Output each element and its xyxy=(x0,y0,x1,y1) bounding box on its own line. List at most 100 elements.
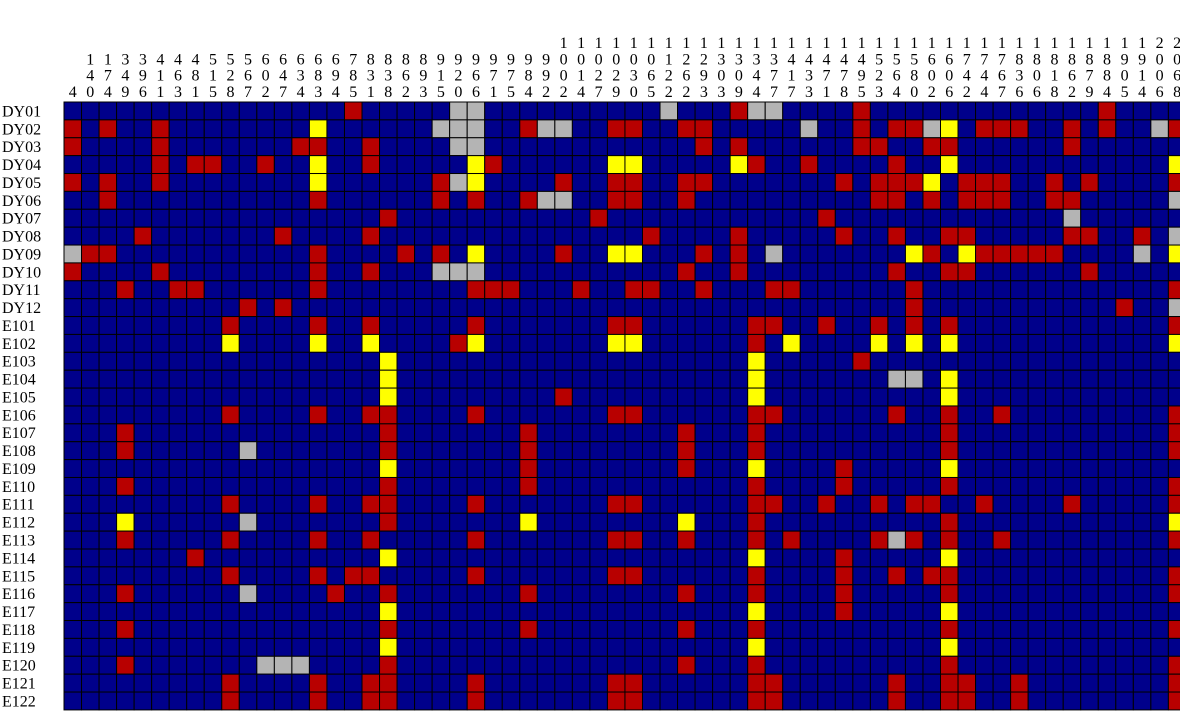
heatmap-cell xyxy=(519,459,538,478)
heatmap-cell xyxy=(589,655,608,675)
heatmap-cell xyxy=(484,316,503,335)
heatmap-cell xyxy=(343,101,363,121)
heatmap-cell xyxy=(466,208,486,228)
heatmap-cell xyxy=(256,566,275,586)
heatmap-cell xyxy=(449,280,468,300)
heatmap-cell xyxy=(1150,512,1169,532)
heatmap-cell xyxy=(1010,602,1029,622)
heatmap-cell xyxy=(817,333,836,353)
heatmap-cell xyxy=(361,405,381,425)
heatmap-cell xyxy=(869,655,889,675)
heatmap-cell xyxy=(677,548,696,568)
heatmap-cell xyxy=(641,208,661,228)
heatmap-cell xyxy=(326,316,345,335)
heatmap-cell xyxy=(221,119,240,139)
heatmap-cell xyxy=(1027,369,1047,389)
heatmap-cell xyxy=(466,173,486,192)
heatmap-cell xyxy=(1097,566,1117,586)
heatmap-cell xyxy=(1097,155,1117,175)
heatmap-cell xyxy=(869,566,889,586)
heatmap-cell xyxy=(343,441,363,461)
heatmap-cell xyxy=(414,119,433,139)
heatmap-cell xyxy=(1045,512,1064,532)
heatmap-cell xyxy=(1027,673,1047,693)
heatmap-cell xyxy=(449,369,468,389)
heatmap-cell xyxy=(940,405,959,425)
heatmap-cell xyxy=(291,423,310,443)
heatmap-cell xyxy=(168,423,188,443)
heatmap-cell xyxy=(975,387,994,407)
heatmap-cell xyxy=(1080,244,1099,264)
heatmap-cell xyxy=(449,298,468,318)
heatmap-cell xyxy=(1062,512,1082,532)
heatmap-cell xyxy=(1115,298,1134,318)
heatmap-cell xyxy=(729,673,749,693)
heatmap-cell xyxy=(659,459,679,478)
heatmap-cell xyxy=(379,137,398,157)
heatmap-cell xyxy=(1010,298,1029,318)
heatmap-cell xyxy=(1062,316,1082,335)
heatmap-cell xyxy=(869,119,889,139)
heatmap-cell xyxy=(1115,405,1134,425)
heatmap-cell xyxy=(326,423,345,443)
heatmap-cell xyxy=(1167,155,1180,175)
row-label: DY04 xyxy=(2,157,41,174)
heatmap-cell xyxy=(133,244,153,264)
heatmap-cell xyxy=(940,155,959,175)
heatmap-cell xyxy=(466,637,486,657)
heatmap-cell xyxy=(81,155,100,175)
heatmap-cell xyxy=(1062,155,1082,175)
heatmap-cell xyxy=(326,691,345,711)
heatmap-cell xyxy=(449,602,468,622)
heatmap-cell xyxy=(1027,441,1047,461)
heatmap-cell xyxy=(1080,494,1099,514)
heatmap-cell xyxy=(782,333,801,353)
heatmap-cell xyxy=(782,298,801,318)
heatmap-cell xyxy=(992,530,1012,550)
heatmap-cell xyxy=(554,584,573,604)
heatmap-cell xyxy=(326,226,345,246)
heatmap-cell xyxy=(116,369,135,389)
heatmap-cell xyxy=(852,691,871,711)
heatmap-cell xyxy=(449,119,468,139)
heatmap-cell xyxy=(782,208,801,228)
heatmap-cell xyxy=(414,101,433,121)
heatmap-cell xyxy=(1045,119,1064,139)
heatmap-cell xyxy=(764,441,784,461)
heatmap-cell xyxy=(1167,405,1180,425)
heatmap-cell xyxy=(817,298,836,318)
heatmap-cell xyxy=(729,333,749,353)
heatmap-cell xyxy=(1115,637,1134,657)
heatmap-cell xyxy=(396,512,416,532)
heatmap-cell xyxy=(1132,262,1152,282)
heatmap-cell xyxy=(343,476,363,496)
heatmap-cell xyxy=(396,333,416,353)
heatmap-cell xyxy=(449,548,468,568)
heatmap-cell xyxy=(291,405,310,425)
heatmap-cell xyxy=(1062,369,1082,389)
heatmap-cell xyxy=(624,602,643,622)
heatmap-cell xyxy=(81,351,100,371)
heatmap-cell xyxy=(186,351,205,371)
heatmap-cell xyxy=(641,584,661,604)
heatmap-cell xyxy=(729,351,749,371)
heatmap-cell xyxy=(63,137,83,157)
heatmap-cell xyxy=(186,423,205,443)
heatmap-cell xyxy=(852,584,871,604)
heatmap-cell xyxy=(1045,423,1064,443)
heatmap-cell xyxy=(852,387,871,407)
heatmap-cell xyxy=(396,155,416,175)
heatmap-cell xyxy=(904,441,924,461)
heatmap-cell xyxy=(326,208,345,228)
heatmap-cell xyxy=(273,405,293,425)
heatmap-cell xyxy=(606,262,626,282)
heatmap-cell xyxy=(63,351,83,371)
heatmap-cell xyxy=(414,405,433,425)
heatmap-cell xyxy=(221,530,240,550)
heatmap-cell xyxy=(431,280,451,300)
heatmap-cell xyxy=(554,173,573,192)
heatmap-cell xyxy=(659,244,679,264)
